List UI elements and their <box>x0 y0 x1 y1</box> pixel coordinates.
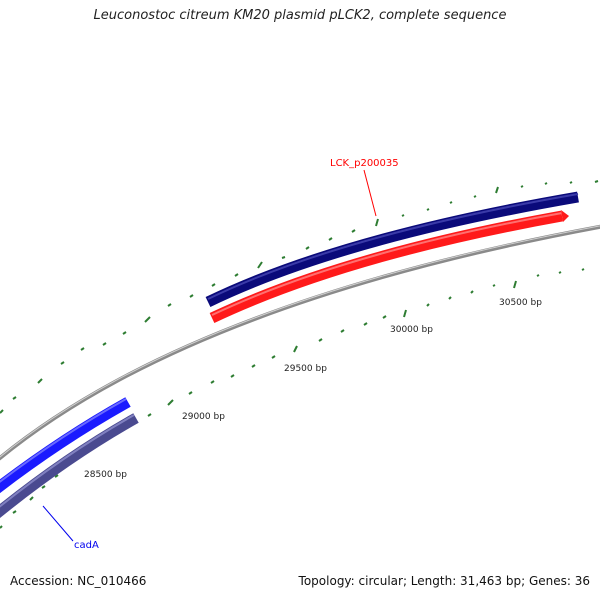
accession-label: Accession: NC_010466 <box>10 574 147 588</box>
topology-summary: Topology: circular; Length: 31,463 bp; G… <box>298 574 590 588</box>
gene-label-cadA[interactable]: cadA <box>74 540 99 551</box>
outer-tick-marks <box>0 180 599 414</box>
plasmid-backbone <box>0 224 600 461</box>
gene-label-leader-LCK_p200035 <box>363 169 377 217</box>
position-label-29500: 29500 bp <box>284 364 327 374</box>
map-title: Leuconostoc citreum KM20 plasmid pLCK2, … <box>93 8 507 23</box>
position-label-30000: 30000 bp <box>390 325 433 335</box>
gene-label-LCK_p200035[interactable]: LCK_p200035 <box>330 158 399 169</box>
position-labels: 28500 bp 29000 bp 29500 bp 30000 bp 3050… <box>84 298 542 480</box>
position-label-29000: 29000 bp <box>182 412 225 422</box>
gene-arrowhead <box>561 210 569 222</box>
gene-cadA[interactable] <box>0 397 131 494</box>
gene-track-forward-navy[interactable] <box>205 191 579 307</box>
gene-label-leader-cadA <box>42 505 74 542</box>
position-label-30500: 30500 bp <box>499 298 542 308</box>
inner-tick-marks <box>0 268 585 529</box>
gene-LCK_p200035[interactable] <box>209 210 563 323</box>
position-label-28500: 28500 bp <box>84 470 127 480</box>
gene-track-reverse-slate[interactable] <box>0 413 139 519</box>
